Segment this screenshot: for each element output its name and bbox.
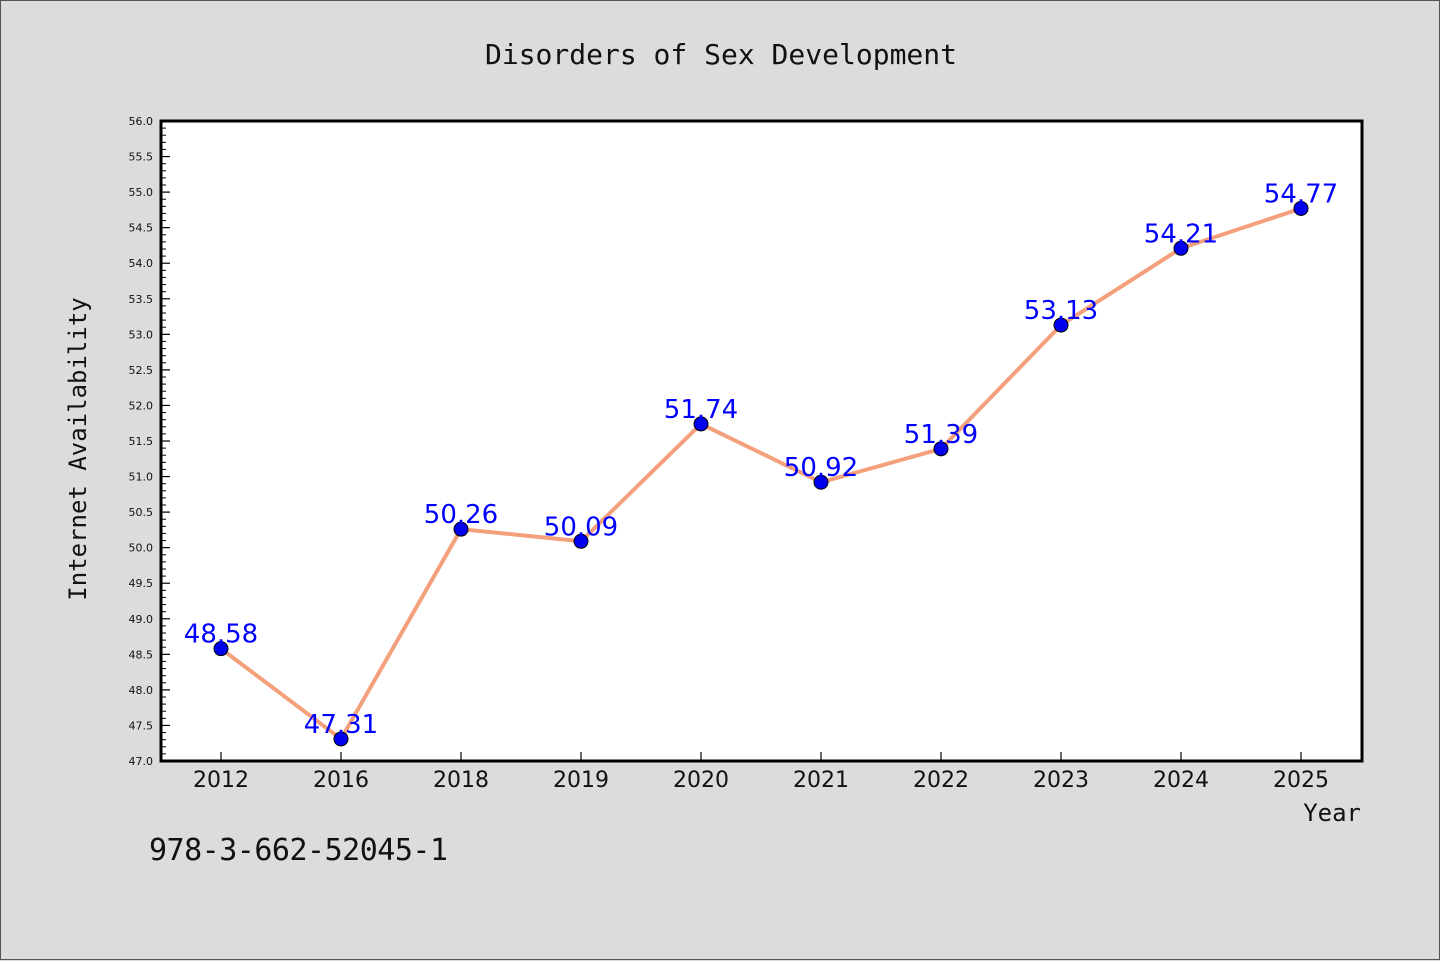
y-axis: 47.0 47.5 48.0 48.5 49.0 49.5 50.0 50.5 51.0 51.5… [129,115,170,768]
data-point [453,521,469,537]
x-tick-label: 2024 [1153,768,1209,793]
data-label: 54.77 [1264,179,1338,209]
x-tick-label: 2021 [793,768,849,793]
x-tick-label: 2019 [553,768,609,793]
data-label: 47.31 [304,710,378,740]
y-tick-label: 50.5 [129,506,154,519]
data-point [1293,200,1309,216]
y-tick-label: 47.5 [129,719,154,732]
x-tick-label: 2012 [193,768,249,793]
data-label: 50.09 [544,512,618,542]
y-tick-label: 52.0 [129,399,154,412]
y-tick-label: 49.0 [129,613,154,626]
y-tick-label: 50.0 [129,542,154,555]
x-tick-label: 2020 [673,768,729,793]
x-axis: 2012 2016 2018 2019 2020 2021 2022 2023 2024 2025 [193,752,1329,793]
y-tick-label: 49.5 [129,577,154,590]
x-tick-label: 2018 [433,768,489,793]
x-tick-label: 2025 [1273,768,1329,793]
data-label: 53.13 [1024,296,1098,326]
y-tick-label: 53.5 [129,293,154,306]
y-axis-label: Internet Availability [64,297,92,600]
data-point [333,731,349,747]
data-point [1053,317,1069,333]
x-tick-label: 2016 [313,768,369,793]
y-tick-label: 56.0 [129,115,154,128]
data-point [813,474,829,490]
data-point [693,416,709,432]
x-axis-label: Year [1303,799,1361,827]
series-layer: 48.58 47.31 50.26 50.09 51.74 50.92 51.39 53.13… [184,179,1338,747]
y-tick-label: 51.0 [129,471,154,484]
y-tick-label: 47.0 [129,755,154,768]
y-tick-label: 48.0 [129,684,154,697]
plot-area [159,119,1364,763]
y-tick-label: 54.5 [129,222,154,235]
data-point [573,533,589,549]
data-point [213,641,229,657]
y-tick-label: 48.5 [129,648,154,661]
footer-text: 978-3-662-52045-1 [149,833,448,868]
y-tick-label: 55.5 [129,151,154,164]
y-tick-label: 54.0 [129,257,154,270]
data-label: 54.21 [1144,219,1218,249]
chart-title: Disorders of Sex Development [485,38,957,71]
data-label: 50.26 [424,500,498,530]
data-point [1173,240,1189,256]
data-label: 48.58 [184,620,258,650]
y-tick-label: 53.0 [129,328,154,341]
y-tick-label: 51.5 [129,435,154,448]
series-line [219,206,1302,741]
data-point [933,441,949,457]
x-tick-label: 2022 [913,768,969,793]
y-tick-label: 55.0 [129,186,154,199]
data-label: 51.39 [904,420,978,450]
y-tick-label: 52.5 [129,364,154,377]
data-label: 51.74 [664,395,738,425]
x-tick-label: 2023 [1033,768,1089,793]
data-label: 50.92 [784,453,858,483]
